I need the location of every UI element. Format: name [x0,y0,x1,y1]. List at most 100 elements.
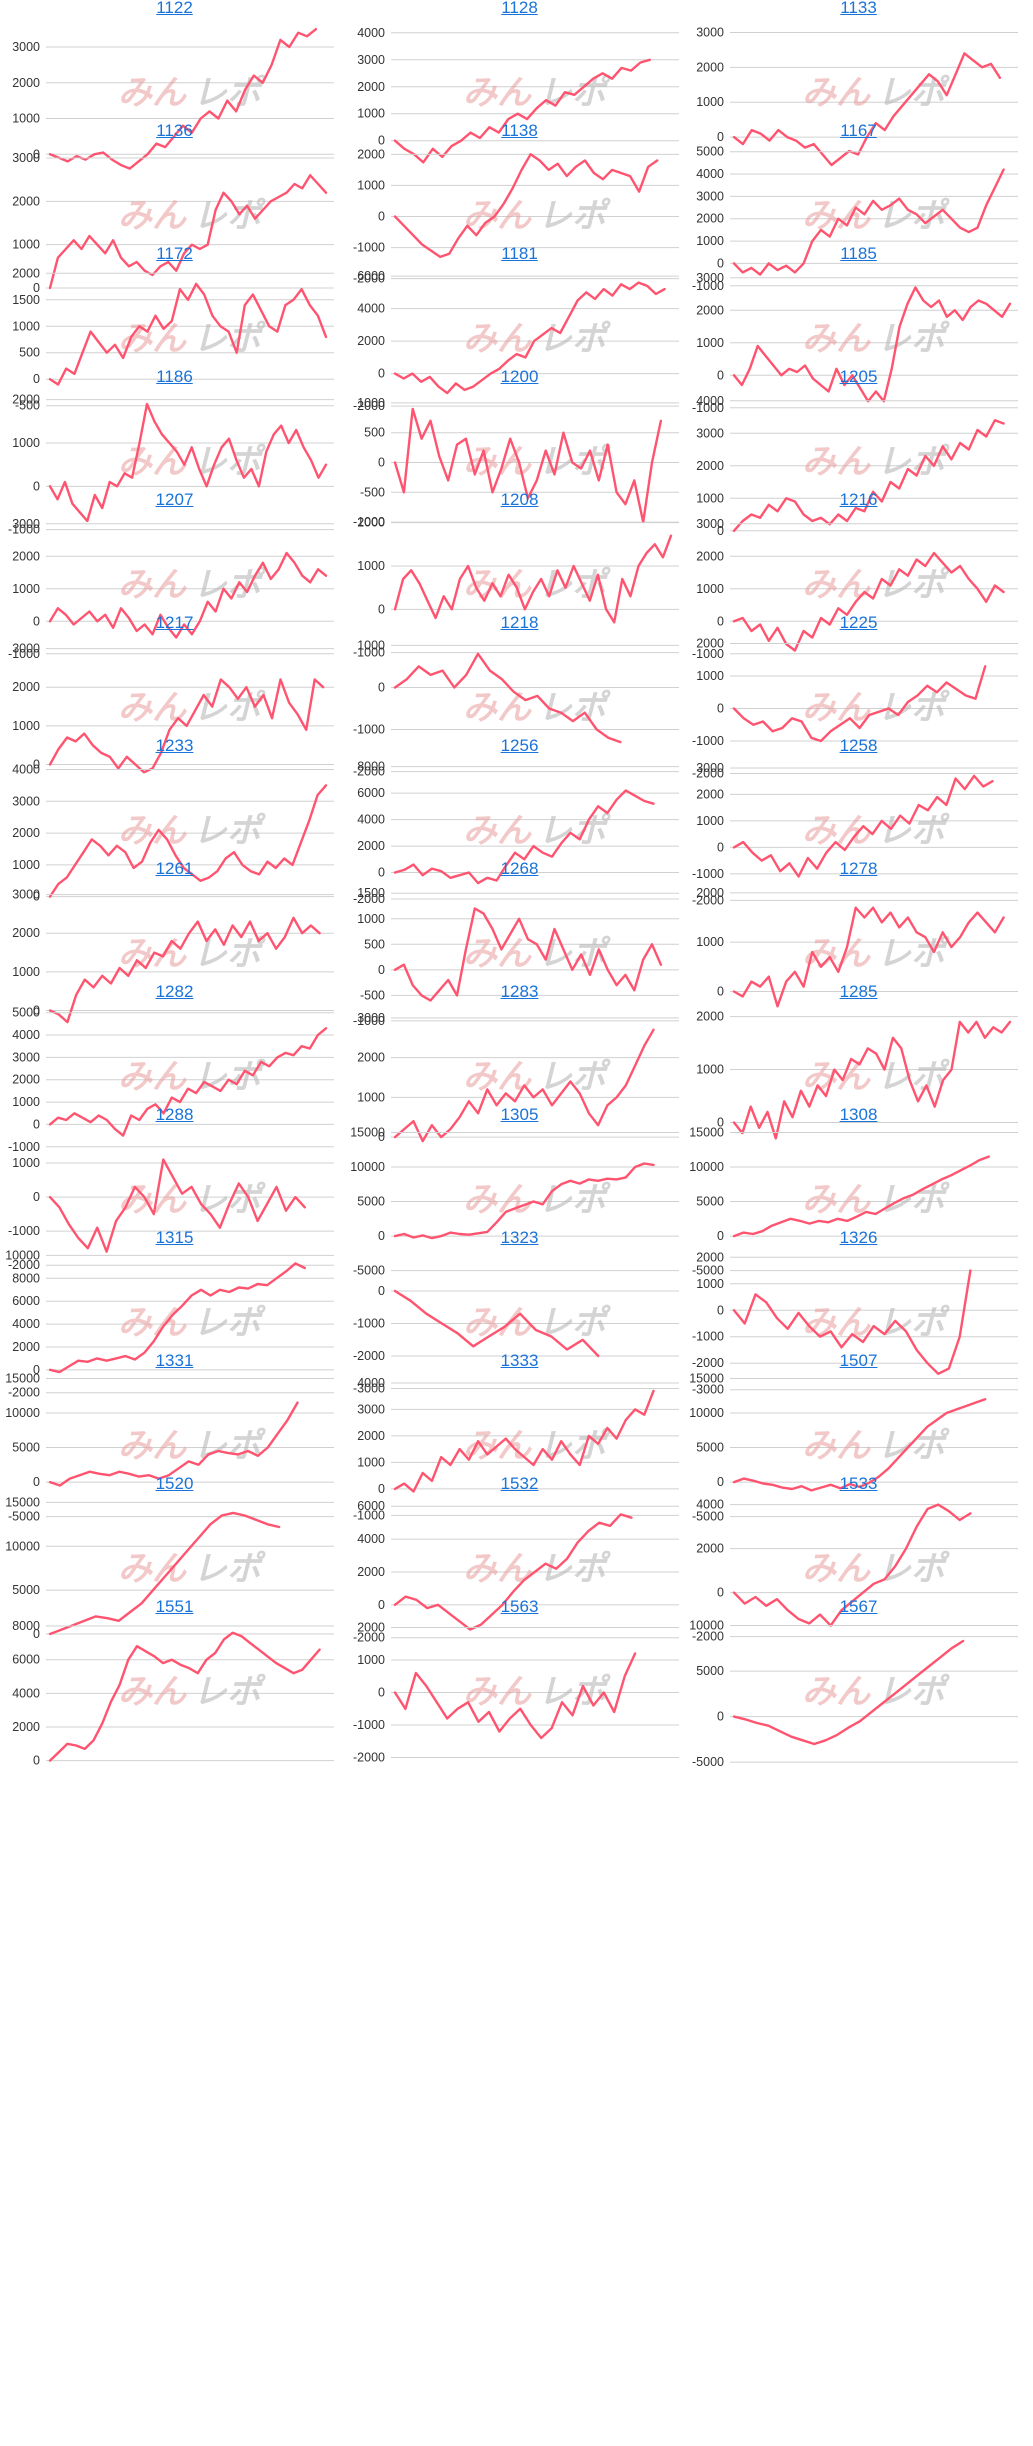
y-tick-label: 0 [378,1686,385,1700]
y-tick-label: 2000 [12,266,40,280]
chart-svg: 10000 5000 0 -5000 みん レポ [689,1619,1018,1769]
chart-title-link[interactable]: 1261 [155,859,194,878]
chart-title-link[interactable]: 1172 [156,244,193,263]
y-tick-label: 3000 [12,888,40,902]
chart-title-link[interactable]: 1308 [839,1105,878,1124]
y-tick-label: 3000 [357,53,385,67]
series-line [48,784,328,898]
chart-title-link[interactable]: 1133 [840,0,877,17]
y-tick-label: -2000 [692,1356,724,1370]
chart-title-link[interactable]: 1122 [156,0,193,17]
chart-title-link[interactable]: 1128 [501,0,538,17]
chart-title-link[interactable]: 1136 [156,121,193,140]
y-tick-label: 1000 [12,436,40,450]
chart-title-link[interactable]: 1323 [500,1228,539,1247]
y-tick-label: 2000 [12,76,40,90]
chart-title-link[interactable]: 1217 [155,613,194,632]
chart-svg: 8000 6000 4000 2000 0 -2000 みん レポ [353,760,679,906]
y-tick-label: -1000 [353,515,385,529]
y-tick-label: 2000 [357,1621,385,1635]
chart-title-link[interactable]: 1205 [839,367,878,386]
y-tick-label: -1000 [353,1014,385,1028]
chart-title-link[interactable]: 1532 [500,1474,539,1493]
y-tick-label: -1000 [8,1140,40,1154]
series-line [732,1020,1012,1140]
chart-title-link[interactable]: 1567 [839,1597,878,1616]
series-line [393,1289,600,1358]
watermark: みん レポ [802,1180,950,1220]
y-tick-label: 1000 [357,638,385,652]
chart-title-link[interactable]: 1507 [839,1351,878,1370]
y-tick-label: -2000 [692,767,724,781]
svg-text:レポ: レポ [538,196,611,236]
chart-title-link[interactable]: 1256 [500,736,539,755]
y-tick-label: -2000 [353,765,385,779]
y-tick-label: 0 [717,256,724,270]
chart-title-link[interactable]: 1186 [156,367,193,386]
chart-title-link[interactable]: 1326 [839,1228,878,1247]
y-tick-label: 2000 [696,60,724,74]
chart-panel: 8000 6000 4000 2000 0 みん レポ 1551 [8,1597,341,1773]
chart-title-link[interactable]: 1551 [155,1597,194,1616]
chart-title-link[interactable]: 1520 [155,1474,194,1493]
y-tick-label: -500 [360,988,385,1002]
chart-panel: 4000 3000 2000 1000 0 みん レポ 1128 [353,0,686,174]
series-line [393,153,659,259]
chart-panel: 10000 5000 0 -5000 みん レポ 1567 [689,1597,1025,1773]
svg-text:みん: みん [802,1180,871,1220]
chart-title-link[interactable]: 1233 [155,736,194,755]
y-tick-label: 2000 [12,680,40,694]
y-tick-label: 4000 [12,763,40,777]
svg-text:みん: みん [118,811,187,851]
chart-title-link[interactable]: 1216 [839,490,878,509]
series-line [393,58,651,164]
svg-text:みん: みん [463,811,532,851]
chart-svg: 3000 2000 1000 0 みん レポ [12,642,334,774]
chart-title-link[interactable]: 1207 [155,490,194,509]
chart-panel: 8000 6000 4000 2000 0 -2000 みん レポ 1256 [353,736,686,912]
chart-title-link[interactable]: 1563 [500,1597,539,1616]
chart-title-link[interactable]: 1533 [839,1474,878,1493]
series-line [48,1511,281,1636]
chart-title-link[interactable]: 1282 [155,982,194,1001]
chart-title-link[interactable]: 1258 [839,736,878,755]
watermark: みん レポ [118,1672,266,1712]
chart-title-link[interactable]: 1268 [500,859,539,878]
series-line [48,1158,306,1253]
chart-title-link[interactable]: 1305 [500,1105,539,1124]
chart-title-link[interactable]: 1333 [500,1351,539,1370]
y-tick-label: 2000 [696,459,724,473]
chart-panel: 1500 1000 500 0 -500 -1000 みん レポ 1268 [353,859,686,1035]
chart-title-link[interactable]: 1315 [155,1228,194,1247]
chart-title-link[interactable]: 1285 [839,982,878,1001]
chart-title-link[interactable]: 1208 [500,490,539,509]
watermark: みん レポ [118,565,266,605]
chart-title-link[interactable]: 1331 [155,1351,194,1370]
y-tick-label: -1000 [353,646,385,660]
svg-text:みん: みん [118,1426,187,1466]
y-tick-label: 0 [378,134,385,148]
y-tick-label: -1000 [692,401,724,415]
svg-text:レポ: レポ [538,1180,611,1220]
watermark: みん レポ [118,73,266,113]
y-tick-label: 1000 [357,1455,385,1469]
chart-title-link[interactable]: 1138 [501,121,538,140]
chart-title-link[interactable]: 1181 [501,244,538,263]
chart-title-link[interactable]: 1288 [155,1105,194,1124]
chart-title-link[interactable]: 1283 [500,982,539,1001]
chart-panel: 2000 1000 0 -1000 -2000 みん レポ 1563 [353,1597,686,1773]
chart-title-link[interactable]: 1225 [839,613,878,632]
watermark: みん レポ [118,934,266,974]
chart-title-link[interactable]: 1200 [500,367,539,386]
chart-title-link[interactable]: 1185 [840,244,877,263]
chart-title-link[interactable]: 1167 [840,121,877,140]
chart-svg: 6000 4000 2000 0 -2000 みん レポ [353,269,679,413]
chart-panel: 3000 2000 1000 0 みん レポ 1217 [8,613,341,789]
chart-title-link[interactable]: 1278 [839,859,878,878]
y-tick-label: 500 [19,346,40,360]
chart-title-link[interactable]: 1218 [500,613,539,632]
y-tick-label: -3000 [692,1383,724,1397]
